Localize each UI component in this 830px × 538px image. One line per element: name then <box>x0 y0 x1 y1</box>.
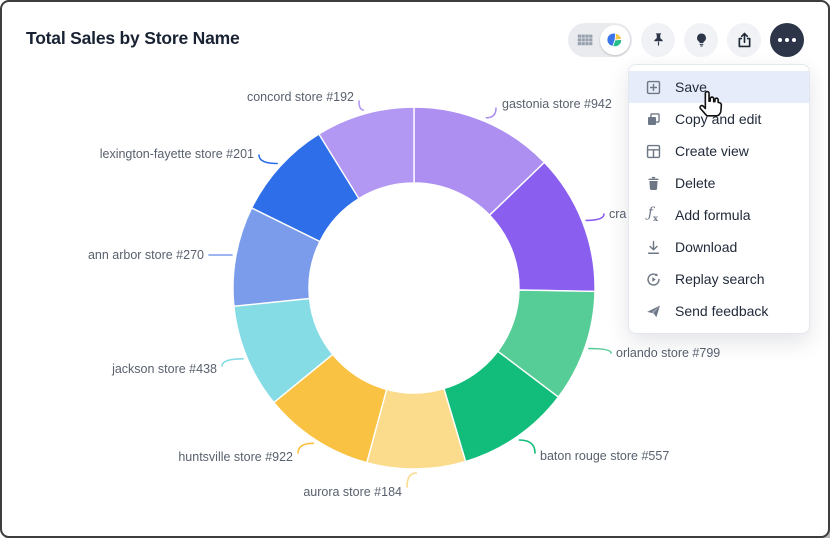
create-view-icon <box>644 142 662 160</box>
pie-chart-icon <box>606 32 623 48</box>
donut-segment[interactable] <box>317 106 415 200</box>
pin-button[interactable] <box>641 23 675 57</box>
pushpin-icon <box>653 32 663 46</box>
menu-item-add-formula[interactable]: ƒx Add formula <box>629 199 809 231</box>
menu-item-label: Download <box>675 239 738 255</box>
slice-label: orlando store #799 <box>616 346 720 360</box>
menu-item-download[interactable]: Download <box>629 231 809 263</box>
table-view-button[interactable] <box>570 25 600 55</box>
label-leader-line <box>588 347 612 354</box>
more-button[interactable] <box>770 23 804 57</box>
slice-label: huntsville store #922 <box>178 450 293 464</box>
slice-label: jackson store #438 <box>111 362 217 376</box>
formula-icon: ƒx <box>647 205 659 225</box>
slice-label: ann arbor store #270 <box>88 248 204 262</box>
menu-item-label: Add formula <box>675 207 751 223</box>
menu-item-replay-search[interactable]: Replay search <box>629 263 809 295</box>
menu-item-delete[interactable]: Delete <box>629 167 809 199</box>
label-leader-line <box>221 358 244 367</box>
lightbulb-icon <box>696 33 706 47</box>
slice-label: cra <box>609 207 626 221</box>
chart-view-button[interactable] <box>600 25 630 55</box>
more-actions-menu: Save Copy and edit Create view <box>628 64 810 334</box>
slice-label: baton rouge store #557 <box>540 449 669 463</box>
slice-label: aurora store #184 <box>303 485 402 499</box>
view-toggle <box>568 23 632 57</box>
menu-item-create-view[interactable]: Create view <box>629 135 809 167</box>
share-button[interactable] <box>727 23 761 57</box>
table-grid-icon <box>577 34 593 46</box>
label-leader-line <box>485 107 497 119</box>
menu-item-label: Save <box>675 79 707 95</box>
menu-item-label: Copy and edit <box>675 111 762 127</box>
label-leader-line <box>406 472 418 488</box>
download-icon <box>644 238 662 256</box>
share-upload-icon <box>738 32 750 47</box>
save-icon <box>644 78 662 96</box>
delete-icon <box>644 174 662 192</box>
label-leader-line <box>585 213 605 222</box>
label-leader-line <box>518 439 536 454</box>
label-leader-line <box>297 442 315 454</box>
menu-item-copy-and-edit[interactable]: Copy and edit <box>629 103 809 135</box>
send-icon <box>644 302 662 320</box>
insight-button[interactable] <box>684 23 718 57</box>
menu-item-save[interactable]: Save <box>629 71 809 103</box>
replay-icon <box>644 270 662 288</box>
menu-item-label: Send feedback <box>675 303 769 319</box>
slice-label: lexington-fayette store #201 <box>100 147 254 161</box>
chart-toolbar <box>568 23 804 57</box>
slice-label: concord store #192 <box>247 90 354 104</box>
menu-item-label: Create view <box>675 143 749 159</box>
label-leader-line <box>358 100 365 111</box>
slice-label: gastonia store #942 <box>502 97 612 111</box>
page-title: Total Sales by Store Name <box>26 28 240 48</box>
menu-item-label: Replay search <box>675 271 765 287</box>
copy-icon <box>644 110 662 128</box>
more-ellipsis-icon <box>778 38 796 42</box>
menu-item-label: Delete <box>675 175 716 191</box>
menu-item-send-feedback[interactable]: Send feedback <box>629 295 809 327</box>
label-leader-line <box>258 154 278 165</box>
